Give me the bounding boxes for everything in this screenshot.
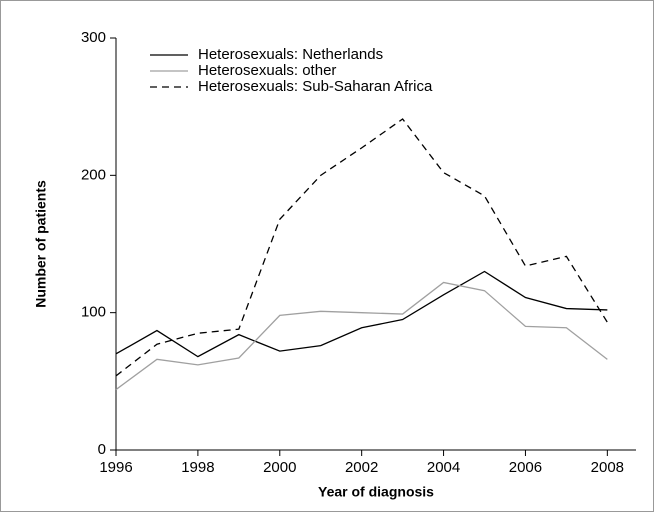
x-tick-label: 2000 (263, 459, 296, 476)
line (115, 281, 608, 391)
x-tick-label: 2008 (591, 459, 624, 476)
y-tick-label: 0 (98, 441, 106, 458)
x-tick-label: 2002 (345, 459, 378, 476)
legend-label: Heterosexuals: Netherlands (198, 46, 383, 63)
y-axis-label: Number of patients (33, 180, 49, 308)
x-tick-label: 2006 (509, 459, 542, 476)
y-tick-label: 200 (81, 166, 106, 183)
x-axis-label: Year of diagnosis (318, 484, 434, 500)
line (115, 118, 608, 377)
x-tick-label: 1998 (181, 459, 214, 476)
x-tick-label: 1996 (99, 459, 132, 476)
legend-label: Heterosexuals: Sub-Saharan Africa (198, 78, 433, 95)
y-tick-label: 100 (81, 304, 106, 321)
x-tick-label: 2004 (427, 459, 460, 476)
line (115, 270, 608, 358)
y-tick-label: 300 (81, 29, 106, 46)
legend-label: Heterosexuals: other (198, 62, 336, 79)
